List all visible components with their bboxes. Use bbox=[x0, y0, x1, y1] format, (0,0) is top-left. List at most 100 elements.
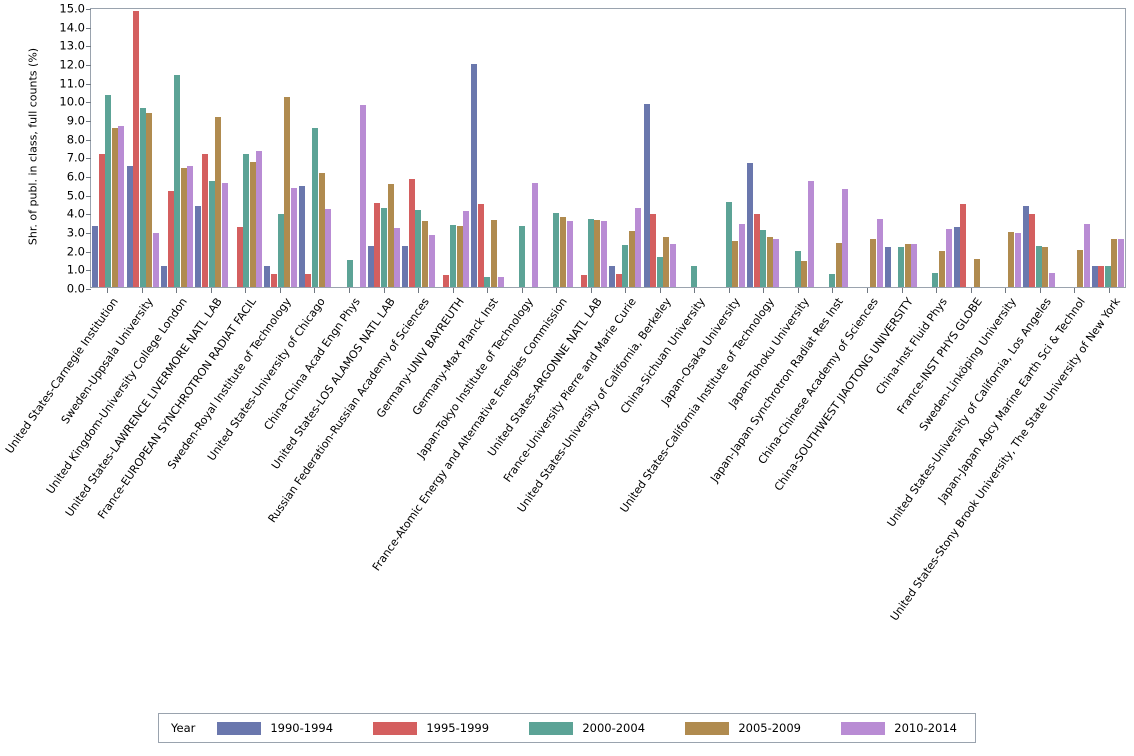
bar bbox=[284, 96, 291, 287]
bar-group bbox=[125, 9, 159, 287]
bar-group bbox=[711, 9, 745, 287]
bar bbox=[1049, 273, 1056, 287]
bar bbox=[387, 184, 394, 287]
legend-item[interactable]: 2005-2009 bbox=[685, 721, 801, 735]
bar bbox=[249, 161, 256, 287]
bar-group bbox=[229, 9, 263, 287]
bar bbox=[829, 273, 836, 287]
bar bbox=[622, 245, 629, 287]
bar bbox=[187, 165, 194, 287]
bar-group bbox=[1056, 9, 1090, 287]
bar bbox=[318, 173, 325, 287]
bar bbox=[98, 154, 105, 287]
bar bbox=[1083, 223, 1090, 287]
x-axis-tick-label: France-INST PHYS GLOBE bbox=[894, 295, 985, 417]
y-axis-tick-label: 1.0 bbox=[66, 262, 85, 277]
x-axis-tick-label: Japan-Japan Agcy Marine Earth Sci & Tech… bbox=[935, 295, 1089, 506]
bar bbox=[243, 154, 250, 287]
x-axis-tick-label: United States-ARGONNE NATL LAB bbox=[484, 295, 605, 459]
bar bbox=[738, 224, 745, 287]
bar bbox=[559, 217, 566, 287]
legend-item[interactable]: 1995-1999 bbox=[373, 721, 489, 735]
bar bbox=[236, 227, 243, 287]
x-axis-tick-mark bbox=[279, 288, 281, 293]
y-axis-tick-label: 15.0 bbox=[59, 1, 85, 16]
bar bbox=[842, 189, 849, 287]
bar-group bbox=[367, 9, 401, 287]
x-axis-tick-label: France-EUROPEAN SYNCHROTRON RADIAT FACIL bbox=[95, 295, 260, 522]
y-axis-tick-mark bbox=[86, 270, 91, 272]
x-axis-tick-mark bbox=[556, 288, 558, 293]
x-axis-tick-label: Japan-Osaka University bbox=[658, 295, 743, 408]
y-axis-tick-label: 7.0 bbox=[66, 150, 85, 165]
legend-item[interactable]: 2000-2004 bbox=[529, 721, 645, 735]
bar bbox=[139, 107, 146, 287]
bar bbox=[945, 229, 952, 287]
bar bbox=[490, 219, 497, 287]
bar bbox=[180, 167, 187, 287]
bar bbox=[609, 265, 616, 287]
bar bbox=[380, 207, 387, 287]
y-axis-tick-label: 8.0 bbox=[66, 131, 85, 146]
y-axis-tick-label: 6.0 bbox=[66, 169, 85, 184]
legend-item[interactable]: 2010-2014 bbox=[841, 721, 957, 735]
bar bbox=[484, 276, 491, 287]
bar bbox=[146, 113, 153, 287]
bar-group bbox=[643, 9, 677, 287]
legend-swatch-icon bbox=[841, 721, 886, 735]
x-axis-tick-label: United Kingdom-University College London bbox=[44, 295, 191, 497]
x-axis-tick-mark bbox=[210, 288, 212, 293]
bar bbox=[669, 244, 676, 287]
bar bbox=[394, 228, 401, 287]
legend-swatch-icon bbox=[217, 721, 262, 735]
bar bbox=[264, 266, 271, 287]
x-axis-tick-mark bbox=[245, 288, 247, 293]
x-axis-tick-label: United States-University of California, … bbox=[884, 295, 1054, 530]
y-axis-tick-mark bbox=[86, 102, 91, 104]
bar bbox=[312, 128, 319, 287]
legend: Year 1990-1994 1995-1999 2000-2004 2005-200… bbox=[158, 713, 976, 743]
bar bbox=[359, 105, 366, 287]
bar bbox=[600, 220, 607, 287]
x-axis-tick-label: Germany-UNIV BAYREUTH bbox=[373, 295, 467, 421]
y-axis-tick-label: 13.0 bbox=[59, 38, 85, 53]
bar-group bbox=[677, 9, 711, 287]
y-axis-tick-mark bbox=[86, 289, 91, 290]
bar bbox=[566, 220, 573, 287]
bar bbox=[443, 274, 450, 287]
x-axis-tick-mark bbox=[107, 288, 109, 293]
y-axis-tick-label: 12.0 bbox=[59, 57, 85, 72]
x-axis-tick-mark bbox=[694, 288, 696, 293]
y-axis-tick-label: 14.0 bbox=[59, 19, 85, 34]
bar-group bbox=[263, 9, 297, 287]
legend-swatch-icon bbox=[529, 721, 574, 735]
bar bbox=[615, 273, 622, 287]
bar-group bbox=[505, 9, 539, 287]
legend-item-label: 1995-1999 bbox=[426, 721, 490, 735]
bar bbox=[118, 125, 125, 287]
x-axis-tick-mark bbox=[728, 288, 730, 293]
y-axis-tick-label: 5.0 bbox=[66, 187, 85, 202]
bar bbox=[773, 239, 780, 287]
y-axis-tick-label: 4.0 bbox=[66, 206, 85, 221]
x-axis-tick-label: China-China Acad Engn Phys bbox=[261, 295, 363, 433]
legend-item-label: 1990-1994 bbox=[270, 721, 334, 735]
x-axis-tick-mark bbox=[625, 288, 627, 293]
x-axis-tick-label: France-University Pierre and Marie Curie bbox=[501, 295, 640, 485]
bar bbox=[174, 75, 181, 287]
bar bbox=[471, 63, 478, 287]
x-axis-tick-mark bbox=[418, 288, 420, 293]
x-axis-tick-mark bbox=[832, 288, 834, 293]
bar bbox=[298, 186, 305, 287]
bar bbox=[1042, 246, 1049, 287]
y-axis-tick-mark bbox=[86, 65, 91, 66]
bar bbox=[518, 226, 525, 287]
bar bbox=[374, 203, 381, 287]
bar bbox=[835, 243, 842, 287]
bar bbox=[463, 211, 470, 287]
x-axis-tick-mark bbox=[452, 288, 454, 293]
bar-group bbox=[815, 9, 849, 287]
y-axis-tick-mark bbox=[86, 83, 91, 85]
bar-group bbox=[539, 9, 573, 287]
legend-item[interactable]: 1990-1994 bbox=[217, 721, 333, 735]
